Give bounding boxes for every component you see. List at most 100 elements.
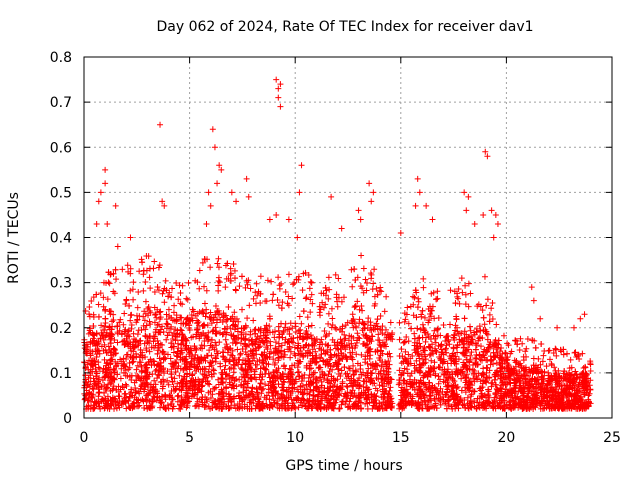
- data-point: [413, 357, 420, 364]
- data-point: [95, 390, 102, 397]
- data-point: [278, 353, 285, 360]
- data-point: [155, 287, 162, 294]
- data-point: [177, 341, 184, 348]
- data-point: [428, 357, 435, 364]
- data-point: [142, 298, 149, 305]
- data-point: [250, 295, 257, 302]
- data-point: [378, 361, 385, 368]
- data-point: [203, 287, 210, 294]
- data-point: [215, 376, 222, 383]
- data-point: [422, 338, 429, 345]
- data-point: [285, 293, 292, 300]
- data-point: [378, 394, 385, 401]
- data-point: [419, 307, 426, 314]
- data-point: [138, 327, 145, 334]
- data-point: [567, 356, 574, 363]
- data-point: [356, 375, 363, 382]
- data-point: [462, 282, 469, 289]
- data-point: [405, 351, 412, 358]
- data-point: [443, 342, 450, 349]
- data-point: [113, 276, 120, 283]
- data-point: [169, 335, 176, 342]
- data-point: [270, 356, 277, 363]
- data-point: [489, 316, 496, 322]
- data-point: [250, 317, 257, 324]
- data-point: [296, 313, 303, 320]
- data-point: [305, 323, 312, 330]
- data-point: [207, 394, 214, 401]
- data-point: [546, 347, 553, 354]
- data-point: [130, 279, 137, 286]
- data-point: [227, 325, 234, 332]
- data-point: [194, 395, 201, 402]
- data-point: [377, 284, 384, 291]
- data-point: [458, 375, 465, 382]
- data-point: [86, 303, 93, 310]
- data-point: [151, 377, 158, 384]
- data-point: [401, 318, 408, 325]
- data-point: [351, 266, 358, 273]
- data-point: [436, 376, 443, 383]
- data-point: [434, 295, 441, 302]
- data-point: [237, 351, 244, 358]
- data-point: [493, 321, 500, 328]
- data-point: [440, 321, 447, 328]
- data-point: [196, 267, 203, 274]
- data-point: [546, 356, 553, 363]
- data-point: [447, 287, 454, 294]
- data-point: [465, 303, 472, 310]
- data-point: [216, 279, 223, 286]
- data-point: [398, 346, 405, 353]
- data-point: [356, 320, 363, 327]
- data-point: [374, 316, 381, 323]
- data-point: [302, 269, 309, 276]
- data-point: [205, 403, 212, 410]
- data-point: [140, 287, 147, 294]
- data-point: [134, 304, 141, 311]
- data-point: [178, 327, 185, 334]
- data-point: [198, 342, 205, 349]
- data-point: [263, 344, 270, 351]
- data-point: [172, 386, 179, 393]
- data-point: [269, 297, 276, 304]
- data-point: [264, 277, 271, 284]
- data-point: [298, 320, 305, 327]
- data-point: [146, 274, 153, 281]
- data-point: [125, 268, 132, 275]
- data-point: [575, 351, 582, 358]
- data-point: [290, 281, 297, 288]
- data-point: [360, 265, 367, 272]
- data-point: [522, 348, 529, 355]
- data-point: [124, 262, 131, 269]
- data-point: [343, 383, 350, 390]
- data-point: [352, 303, 359, 310]
- data-point: [332, 271, 339, 278]
- data-point: [474, 303, 481, 310]
- data-point: [305, 271, 312, 278]
- data-point: [540, 352, 547, 359]
- data-point: [308, 291, 315, 298]
- data-point: [164, 332, 171, 339]
- data-point: [90, 386, 97, 393]
- data-point: [508, 348, 515, 355]
- data-point: [95, 364, 102, 371]
- data-point: [220, 330, 227, 337]
- data-point: [281, 348, 288, 355]
- data-point: [481, 273, 488, 280]
- data-point: [278, 305, 285, 312]
- data-point: [420, 275, 427, 282]
- data-point: [353, 351, 360, 358]
- data-point: [358, 252, 365, 259]
- data-point: [238, 273, 245, 280]
- data-point: [302, 295, 309, 302]
- data-point: [168, 371, 175, 378]
- data-point: [230, 260, 237, 267]
- data-point: [307, 332, 314, 339]
- data-point: [228, 332, 235, 339]
- data-point: [119, 266, 126, 273]
- data-point: [349, 311, 356, 318]
- data-point: [140, 267, 147, 274]
- data-point: [170, 309, 177, 316]
- data-point: [434, 326, 441, 333]
